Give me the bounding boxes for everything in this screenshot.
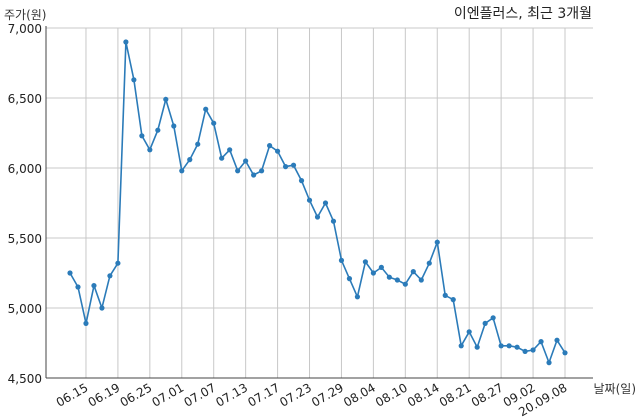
x-tick-label: 08.04 xyxy=(341,380,378,409)
data-point xyxy=(338,257,345,263)
data-point xyxy=(498,343,504,349)
data-point xyxy=(522,348,528,354)
data-point xyxy=(259,168,265,174)
x-tick-label: 06.19 xyxy=(86,380,123,409)
data-point xyxy=(530,347,536,353)
data-point xyxy=(554,337,560,343)
data-point xyxy=(171,123,177,129)
data-point xyxy=(195,141,201,147)
data-points xyxy=(67,39,568,366)
data-point xyxy=(386,274,392,280)
chart-title: 이엔플러스, 최근 3개월 xyxy=(453,6,592,22)
data-point xyxy=(115,260,121,266)
x-tick-label: 07.23 xyxy=(277,380,314,409)
y-tick-labels: 4,500 5,000 5,500 6,000 6,500 7,000 xyxy=(8,22,42,386)
data-point xyxy=(466,329,472,335)
data-point xyxy=(458,343,464,349)
data-point xyxy=(75,284,81,290)
axes xyxy=(45,26,593,379)
x-tick-label: 08.10 xyxy=(373,380,410,409)
data-point xyxy=(243,158,249,164)
grid-lines xyxy=(46,27,593,379)
data-point xyxy=(538,339,544,345)
data-point xyxy=(394,277,400,283)
data-point xyxy=(306,197,313,203)
data-point xyxy=(418,277,424,283)
data-point xyxy=(282,164,289,170)
data-point xyxy=(490,315,496,321)
data-point xyxy=(346,276,353,282)
data-point xyxy=(298,178,305,184)
series-line-layer xyxy=(69,41,566,365)
data-point xyxy=(402,281,408,287)
data-point xyxy=(274,148,281,154)
x-tick-label: 06.25 xyxy=(118,380,155,409)
data-point xyxy=(330,218,337,224)
data-point xyxy=(203,106,209,112)
data-point xyxy=(147,147,153,153)
x-tick-label: 07.01 xyxy=(150,380,187,409)
data-point xyxy=(426,260,432,266)
data-point xyxy=(235,168,241,174)
data-point xyxy=(514,344,520,350)
data-point xyxy=(410,269,416,275)
y-tick-label: 6,500 xyxy=(8,92,42,106)
x-tick-label: 06.15 xyxy=(54,380,91,409)
data-point xyxy=(450,297,456,303)
data-point xyxy=(474,344,480,350)
price-series-line xyxy=(69,41,566,365)
data-point xyxy=(434,239,440,245)
x-tick-label: 07.07 xyxy=(181,380,218,409)
data-point xyxy=(314,214,321,220)
y-tick-label: 5,000 xyxy=(8,302,42,316)
x-tick-label: 08.14 xyxy=(405,380,442,409)
y-tick-label: 5,500 xyxy=(8,232,42,246)
data-point xyxy=(290,162,297,168)
y-tick-label: 7,000 xyxy=(8,22,42,36)
x-axis-label: 날짜(일) xyxy=(593,382,636,396)
data-point xyxy=(139,133,145,139)
data-point xyxy=(378,264,384,270)
x-tick-label: 07.29 xyxy=(309,380,346,409)
data-point xyxy=(322,200,329,206)
data-point xyxy=(506,343,512,349)
y-axis-label: 주가(원) xyxy=(4,8,47,22)
data-point xyxy=(227,147,233,153)
data-point xyxy=(155,127,161,133)
data-point xyxy=(83,320,89,326)
y-tick-label: 6,000 xyxy=(8,162,42,176)
data-point xyxy=(107,273,113,279)
data-point xyxy=(179,168,185,174)
data-point xyxy=(266,143,273,149)
data-point xyxy=(546,360,552,366)
data-point xyxy=(562,350,568,356)
data-point xyxy=(354,294,361,300)
data-point xyxy=(163,96,169,102)
data-point xyxy=(123,39,129,45)
data-point xyxy=(251,172,257,178)
x-tick-label: 07.13 xyxy=(213,380,250,409)
x-tick-label: 08.27 xyxy=(469,380,506,409)
y-tick-label: 4,500 xyxy=(8,372,42,386)
data-point xyxy=(362,259,369,265)
data-point xyxy=(187,157,193,163)
data-point xyxy=(211,120,217,126)
data-point xyxy=(67,270,73,276)
data-point xyxy=(370,270,376,276)
data-point xyxy=(91,283,97,289)
data-point xyxy=(219,155,225,161)
data-point xyxy=(482,320,488,326)
data-point xyxy=(99,305,105,311)
data-point xyxy=(442,292,448,298)
x-tick-label: 07.17 xyxy=(245,380,282,409)
x-tick-labels: 06.1506.1906.2507.0107.0707.1307.1707.23… xyxy=(54,380,570,419)
x-tick-label: 08.21 xyxy=(437,380,474,409)
data-point xyxy=(131,77,137,83)
